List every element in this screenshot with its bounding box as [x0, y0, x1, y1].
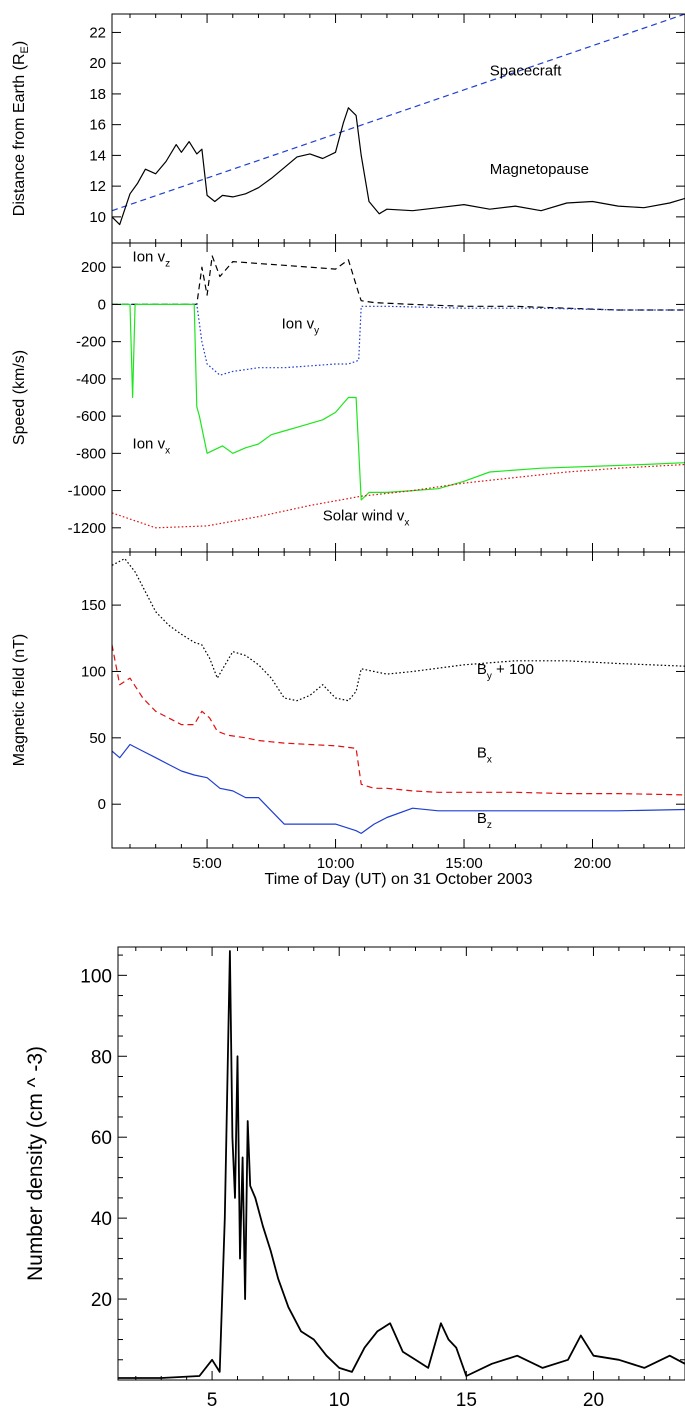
plot-frame: [111, 551, 685, 849]
annotation-main: Solar wind v: [323, 507, 405, 524]
y-tick-label: -1200: [68, 520, 106, 537]
annotation-label: By + 100: [477, 661, 534, 682]
annotation-label: Ion vy: [282, 316, 320, 337]
x-tick-label: 5:00: [192, 855, 221, 872]
annotation-label: Ion vx: [133, 436, 171, 457]
annotation-sub: y: [487, 671, 492, 682]
y-tick-label: -400: [76, 371, 106, 388]
annotation-sub: z: [165, 259, 170, 270]
series-line-by-100: [112, 557, 685, 702]
plot-frame: [117, 946, 685, 1381]
annotation-main: Ion v: [282, 316, 315, 333]
y-axis-title-text: Number density (cm ^ -3): [24, 1046, 47, 1281]
series-line-spacecraft: [112, 14, 685, 212]
y-tick-label: 18: [89, 86, 106, 103]
y-tick-label: 40: [91, 1209, 112, 1230]
x-tick-label: 15: [456, 1390, 477, 1410]
annotation-main: Ion v: [133, 436, 166, 453]
y-tick-label: 10: [89, 209, 106, 226]
y-tick-label: -800: [76, 445, 106, 462]
annotation-label: Bz: [477, 810, 492, 831]
y-axis-title: Speed (km/s): [11, 350, 28, 445]
annotation-label: Ion vz: [133, 249, 171, 270]
series-line-number-density: [118, 950, 685, 1379]
y-tick-label: 16: [89, 117, 106, 134]
y-tick-label: 150: [81, 597, 106, 614]
annotation-sub: x: [404, 517, 409, 528]
annotation-label: Magnetopause: [490, 161, 589, 178]
y-tick-label: 100: [80, 966, 112, 987]
annotation-label: Bx: [477, 745, 492, 766]
x-tick-label: 10: [329, 1390, 350, 1410]
x-tick-label: 20: [583, 1390, 604, 1410]
y-tick-label: 0: [98, 796, 106, 813]
x-tick-label: 20:00: [574, 855, 612, 872]
annotation-sub: x: [487, 755, 492, 766]
annotation-main: Ion v: [133, 249, 166, 266]
y-axis-title-text: Distance from Earth (R: [11, 53, 28, 216]
series-line-ion-vx: [112, 303, 685, 501]
y-axis-title-end: ): [11, 41, 28, 46]
y-axis-title: Magnetic field (nT): [11, 634, 28, 767]
y-tick-label: 100: [81, 663, 106, 680]
panel-distance: 10 12 14 16 18 20 22 Distance from Earth (RE) Sp…: [11, 13, 685, 244]
y-tick-label: 200: [81, 259, 106, 276]
x-tick-label: 5: [207, 1390, 218, 1410]
annotation-sub: z: [487, 820, 492, 831]
y-axis-title: Number density (cm ^ -3): [24, 1046, 47, 1281]
annotation-main: B: [477, 661, 487, 678]
series-line-bz: [112, 743, 685, 835]
series-group: [112, 14, 685, 226]
y-tick-label: -600: [76, 408, 106, 425]
y-axis-title-text: Magnetic field (nT): [11, 634, 28, 767]
y-tick-label: 14: [89, 147, 106, 164]
plot-frame: [111, 13, 685, 244]
y-tick-label: 0: [98, 296, 106, 313]
y-axis-title: Distance from Earth (RE): [11, 41, 31, 216]
annotation-main: B: [477, 810, 487, 827]
y-tick-label: 20: [89, 55, 106, 72]
series-group: [112, 557, 685, 835]
annotation-tail: + 100: [492, 661, 534, 678]
annotation-label: Solar wind vx: [323, 507, 410, 528]
panel-magnetic: 0 50 100 150 5:00 10:00 15:00 20:00 Time of Day …: [11, 551, 685, 888]
annotation-label: Spacecraft: [490, 62, 563, 79]
y-tick-label: 20: [91, 1290, 112, 1311]
x-tick-label: 15:00: [445, 855, 483, 872]
annotation-sub: y: [314, 326, 319, 337]
annotation-main: Spacecraft: [490, 62, 563, 79]
annotation-main: Magnetopause: [490, 161, 589, 178]
panel-density: 204060801005101520Time (hr) on 2003/10/3…: [24, 946, 685, 1410]
series-line-magnetopause: [112, 107, 685, 226]
annotation-sub: x: [165, 446, 170, 457]
y-tick-label: 60: [91, 1128, 112, 1149]
series-line-bx: [112, 644, 685, 796]
x-axis-title: Time of Day (UT) on 31 October 2003: [265, 871, 533, 888]
x-tick-label: 10:00: [317, 855, 355, 872]
series-group: [118, 950, 685, 1379]
panel-speed: -1200 -1000 -800 -600 -400 -200 0 200 Speed (km/…: [11, 242, 685, 553]
series-line-ion-vy: [112, 303, 685, 376]
plot-frame: [111, 242, 685, 553]
y-tick-label: 12: [89, 178, 106, 195]
y-tick-label: -200: [76, 334, 106, 351]
y-axis-title-text: Speed (km/s): [11, 350, 28, 445]
annotation-main: B: [477, 745, 487, 762]
y-axis-title-sub: E: [19, 46, 31, 53]
series-line-ion-vz: [112, 255, 685, 311]
y-tick-label: 80: [91, 1047, 112, 1068]
y-tick-label: -1000: [68, 483, 106, 500]
y-tick-label: 22: [89, 24, 106, 41]
y-tick-label: 50: [89, 730, 106, 747]
series-group: [112, 255, 685, 529]
